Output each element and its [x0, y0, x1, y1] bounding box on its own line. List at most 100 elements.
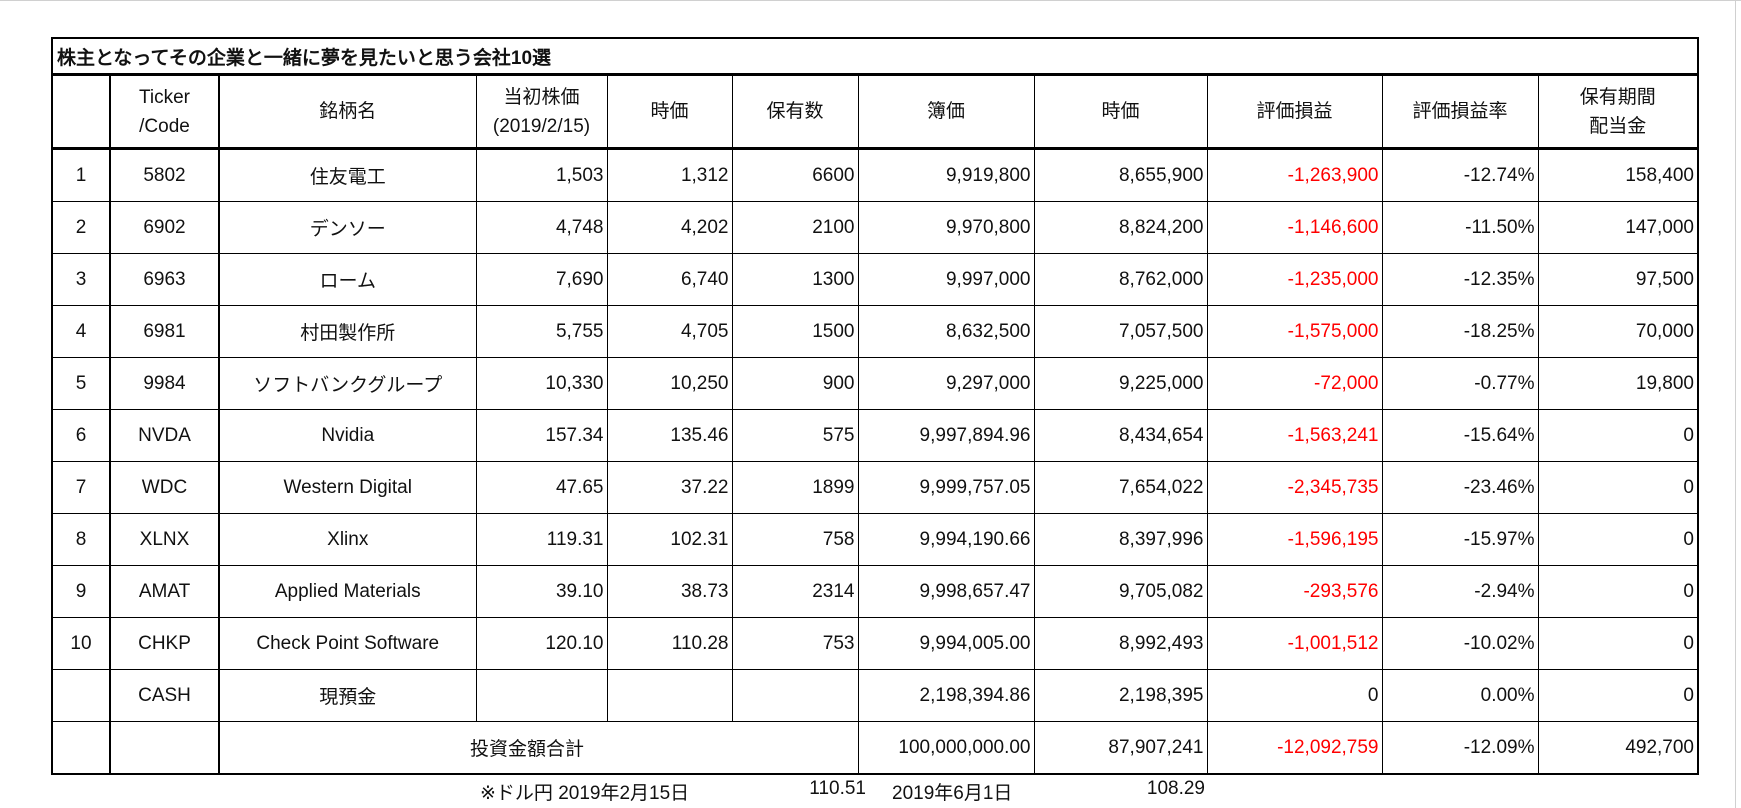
cell-profit-loss-rate: -15.97% — [1381, 513, 1539, 566]
cell-no: 8 — [51, 513, 111, 566]
cell-profit-loss: -1,001,512 — [1206, 617, 1383, 670]
cell-profit-loss: -1,146,600 — [1206, 201, 1383, 254]
cell-name: Western Digital — [218, 461, 477, 514]
cell-book-value: 8,632,500 — [857, 305, 1035, 358]
cell-book-value: 9,997,000 — [857, 253, 1035, 306]
cell-no — [51, 669, 111, 722]
cell-market-value: 7,057,500 — [1033, 305, 1208, 358]
cell-name: 住友電工 — [218, 148, 477, 202]
cell-shares: 2314 — [731, 565, 859, 618]
cell-market-value: 9,705,082 — [1033, 565, 1208, 618]
cell-shares: 758 — [731, 513, 859, 566]
header-text: 簿価 — [926, 101, 965, 122]
header-initial-price: 当初株価 (2019/2/15) — [475, 74, 608, 150]
cell-no: 1 — [51, 148, 111, 202]
cell-ticker: XLNX — [109, 513, 220, 566]
cell-no: 10 — [51, 617, 111, 670]
cell-price: 1,312 — [606, 148, 733, 202]
window-top-edge — [0, 0, 1741, 1]
header-text: Ticker — [138, 86, 191, 108]
header-text: (2019/2/15) — [492, 115, 591, 137]
cell-profit-loss: 0 — [1206, 669, 1383, 722]
cell-price — [606, 669, 733, 722]
cell-profit-loss-rate: -11.50% — [1381, 201, 1539, 254]
empty-cell — [51, 721, 111, 775]
cell-dividend: 0 — [1537, 461, 1699, 514]
table-row: 2 6902 デンソー 4,748 4,202 2100 9,970,800 8,824,20… — [51, 201, 1699, 254]
cell-dividend: 0 — [1537, 669, 1699, 722]
cell-shares: 1500 — [731, 305, 859, 358]
header-text: 当初株価 — [503, 86, 580, 108]
cell-profit-loss: -2,345,735 — [1206, 461, 1383, 514]
cell-initial-price: 157.34 — [475, 409, 608, 462]
cell-profit-loss-rate: -10.02% — [1381, 617, 1539, 670]
cell-name: Nvidia — [218, 409, 477, 462]
cell-book-value: 9,919,800 — [857, 148, 1035, 202]
cell-price: 102.31 — [606, 513, 733, 566]
header-text: 評価損益 — [1256, 101, 1333, 122]
cell-initial-price: 4,748 — [475, 201, 608, 254]
header-text: /Code — [139, 115, 190, 137]
empty-cell — [109, 721, 220, 775]
cell-initial-price: 39.10 — [475, 565, 608, 618]
cell-price: 4,705 — [606, 305, 733, 358]
cell-dividend: 158,400 — [1537, 148, 1699, 202]
cell-market-value: 9,225,000 — [1033, 357, 1208, 410]
cell-profit-loss-rate: 0.00% — [1381, 669, 1539, 722]
cell-initial-price: 119.31 — [475, 513, 608, 566]
cell-initial-price: 5,755 — [475, 305, 608, 358]
header-shares: 保有数 — [731, 74, 859, 150]
header-dividend: 保有期間 配当金 — [1537, 74, 1699, 150]
cell-no: 3 — [51, 253, 111, 306]
cell-shares: 2100 — [731, 201, 859, 254]
cell-price: 37.22 — [606, 461, 733, 514]
cell-initial-price — [475, 669, 608, 722]
cell-ticker: NVDA — [109, 409, 220, 462]
cell-profit-loss: -1,563,241 — [1206, 409, 1383, 462]
cell-ticker: 6981 — [109, 305, 220, 358]
header-book-value: 簿価 — [857, 74, 1035, 150]
cell-name: ローム — [218, 253, 477, 306]
cell-profit-loss-rate: -0.77% — [1381, 357, 1539, 410]
header-text: 時価 — [650, 101, 689, 122]
fx-rate-jun: 108.29 — [1146, 778, 1205, 799]
table-row: 3 6963 ローム 7,690 6,740 1300 9,997,000 8,762,000… — [51, 253, 1699, 306]
cell-book-value: 9,970,800 — [857, 201, 1035, 254]
cell-no: 5 — [51, 357, 111, 410]
header-ticker: Ticker/Code — [109, 74, 220, 150]
cell-profit-loss-rate: -12.35% — [1381, 253, 1539, 306]
cell-dividend: 0 — [1537, 409, 1699, 462]
header-text: 保有期間 — [1579, 86, 1656, 108]
header-profit-loss-rate: 評価損益率 — [1381, 74, 1539, 150]
cell-no: 2 — [51, 201, 111, 254]
cell-price: 6,740 — [606, 253, 733, 306]
cell-dividend: 147,000 — [1537, 201, 1699, 254]
cell-profit-loss-rate: -18.25% — [1381, 305, 1539, 358]
table-title: 株主となってその企業と一緒に夢を見たいと思う会社10選 — [51, 37, 1699, 76]
cell-no: 6 — [51, 409, 111, 462]
cell-profit-loss-rate: -2.94% — [1381, 565, 1539, 618]
total-profit-loss-rate: -12.09% — [1381, 721, 1539, 775]
header-market-value: 時価 — [1033, 74, 1208, 150]
header-profit-loss: 評価損益 — [1206, 74, 1383, 150]
cell-profit-loss: -1,235,000 — [1206, 253, 1383, 306]
cell-book-value: 9,997,894.96 — [857, 409, 1035, 462]
cell-no: 7 — [51, 461, 111, 514]
cell-shares: 1300 — [731, 253, 859, 306]
cell-market-value: 8,762,000 — [1033, 253, 1208, 306]
cell-profit-loss: -1,575,000 — [1206, 305, 1383, 358]
cell-price: 135.46 — [606, 409, 733, 462]
cell-market-value: 8,824,200 — [1033, 201, 1208, 254]
header-no — [51, 74, 111, 150]
cell-book-value: 9,999,757.05 — [857, 461, 1035, 514]
total-row: 投資金額合計 100,000,000.00 87,907,241 -12,092,75… — [51, 721, 1699, 775]
table-row: 4 6981 村田製作所 5,755 4,705 1500 8,632,500 7,057,5… — [51, 305, 1699, 358]
cell-dividend: 0 — [1537, 513, 1699, 566]
total-label: 投資金額合計 — [218, 721, 859, 775]
cell-book-value: 9,297,000 — [857, 357, 1035, 410]
table-row: 6 NVDA Nvidia 157.34 135.46 575 9,997,894.96 8,… — [51, 409, 1699, 462]
table-row: 7 WDC Western Digital 47.65 37.22 1899 9,999,7… — [51, 461, 1699, 514]
cell-book-value: 9,994,005.00 — [857, 617, 1035, 670]
cell-shares: 1899 — [731, 461, 859, 514]
cell-market-value: 8,434,654 — [1033, 409, 1208, 462]
